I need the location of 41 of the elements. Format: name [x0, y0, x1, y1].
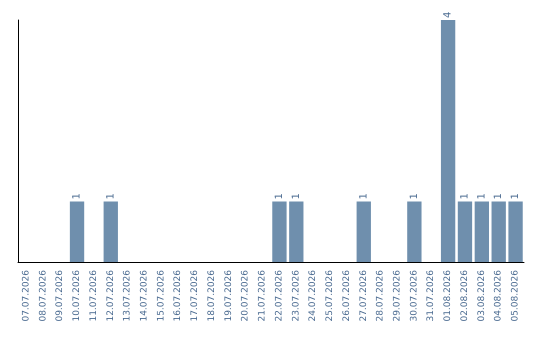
x-tick-label: 12.07.2026 [106, 270, 116, 322]
data-label: 1 [459, 193, 470, 200]
x-tick-label: 05.08.2026 [510, 270, 521, 322]
x-tick-label: 28.07.2026 [376, 270, 386, 322]
x-tick-label: 23.07.2026 [291, 270, 302, 322]
data-label: 1 [408, 193, 420, 200]
data-label: 1 [358, 193, 370, 200]
x-tick-label: 20.07.2026 [240, 270, 251, 322]
x-tick-label: 31.07.2026 [426, 270, 436, 322]
x-tick-label: 07.07.2026 [21, 270, 32, 322]
data-label: 1 [105, 193, 116, 200]
x-tick-label: 27.07.2026 [358, 270, 369, 322]
data-label: 1 [274, 193, 285, 200]
data-label: 1 [72, 193, 83, 200]
x-tick-label: 29.07.2026 [392, 270, 402, 322]
x-tick-label: 09.07.2026 [55, 270, 66, 322]
data-label: 1 [476, 193, 488, 200]
data-label: 1 [510, 193, 522, 200]
x-tick-label: 30.07.2026 [409, 270, 420, 322]
x-tick-label: 03.08.2026 [476, 270, 487, 322]
x-tick-label: 04.08.2026 [494, 270, 504, 322]
x-tick-label: 13.07.2026 [122, 270, 133, 322]
x-tick-label: 19.07.2026 [224, 270, 234, 322]
x-tick-label: 21.07.2026 [258, 270, 268, 322]
x-tick-label: 24.07.2026 [308, 270, 318, 322]
x-tick-label: 01.08.2026 [443, 270, 454, 322]
data-label: 4 [442, 12, 454, 18]
data-label: 1 [493, 193, 504, 200]
x-tick-label: 15.07.2026 [156, 270, 166, 322]
x-tick-label: 18.07.2026 [206, 270, 217, 322]
x-tick-label: 25.07.2026 [325, 270, 336, 322]
x-tick-label: 08.07.2026 [38, 270, 48, 322]
x-tick-label: 17.07.2026 [190, 270, 200, 322]
x-tick-label: 10.07.2026 [72, 270, 82, 322]
x-tick-label: 16.07.2026 [173, 270, 184, 322]
x-tick-label: 26.07.2026 [342, 270, 352, 322]
data-label: 1 [290, 193, 302, 200]
x-tick-label: 11.07.2026 [88, 270, 99, 322]
x-tick-label: 14.07.2026 [140, 270, 150, 322]
x-tick-label: 22.07.2026 [274, 270, 284, 322]
x-tick-label: 02.08.2026 [460, 270, 470, 322]
